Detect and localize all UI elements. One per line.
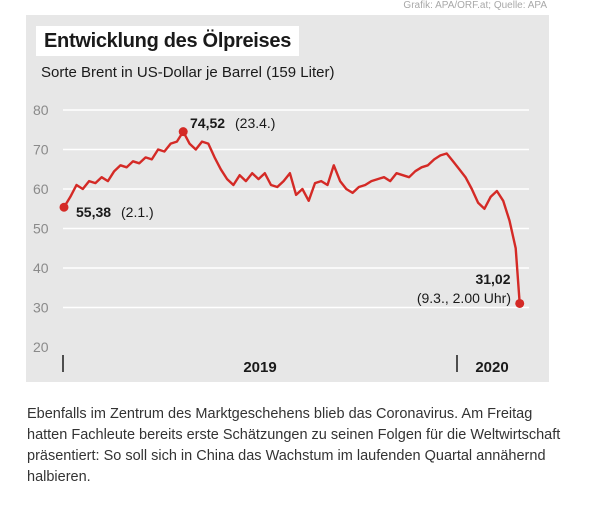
graphic-credit: Grafik: APA/ORF.at; Quelle: APA bbox=[403, 0, 547, 11]
annotation-max-date: (23.4.) bbox=[235, 115, 275, 131]
data-point-marker bbox=[178, 127, 188, 137]
annotation-max-value: 74,52 bbox=[190, 115, 225, 131]
y-tick-label: 20 bbox=[33, 339, 49, 355]
y-tick-label: 60 bbox=[33, 181, 49, 197]
chart-title-box: Entwicklung des Ölpreises bbox=[36, 26, 300, 56]
data-point-marker bbox=[515, 298, 525, 308]
y-tick-label: 80 bbox=[33, 102, 49, 118]
y-tick-label: 30 bbox=[33, 300, 49, 316]
annotation-start-date: (2.1.) bbox=[121, 204, 154, 220]
x-axis: 2019 2020 bbox=[62, 355, 509, 376]
annotation-end-value: 31,02 bbox=[475, 271, 510, 287]
x-label-2020: 2020 bbox=[475, 359, 508, 376]
y-tick-label: 50 bbox=[33, 221, 49, 237]
series-path bbox=[62, 130, 521, 305]
annotation-start-value: 55,38 bbox=[76, 204, 111, 220]
y-axis-ticks: 80 70 60 50 40 30 20 bbox=[33, 102, 49, 355]
y-tick-label: 70 bbox=[33, 142, 49, 158]
data-point-marker bbox=[59, 202, 69, 212]
annotation-end-date: (9.3., 2.00 Uhr) bbox=[417, 290, 511, 306]
oil-price-chart: 80 70 60 50 40 30 20 2019 2020 55,38 (2.1.) 74,52… bbox=[33, 102, 529, 376]
gridlines bbox=[63, 109, 529, 309]
y-tick-label: 40 bbox=[33, 260, 49, 276]
chart-title: Entwicklung des Ölpreises bbox=[44, 29, 292, 52]
annotations: 55,38 (2.1.) 74,52 (23.4.) 31,02 (9.3., 2.00 … bbox=[59, 115, 525, 308]
series-line bbox=[62, 130, 521, 305]
x-label-2019: 2019 bbox=[243, 359, 276, 376]
article-paragraph: Ebenfalls im Zentrum des Marktgeschehens… bbox=[27, 406, 561, 485]
chart-subtitle: Sorte Brent in US-Dollar je Barrel (159 … bbox=[41, 64, 335, 81]
chart-panel bbox=[26, 15, 549, 382]
